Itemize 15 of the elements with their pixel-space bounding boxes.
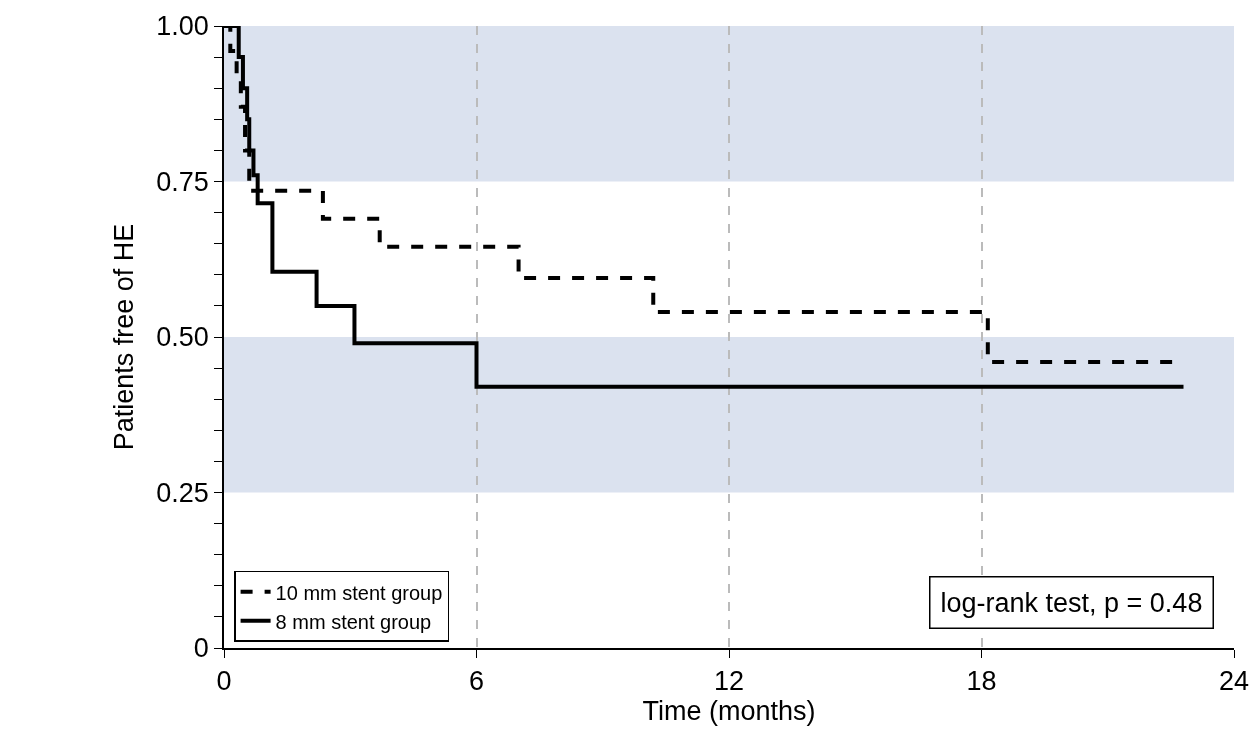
- legend-label: 8 mm stent group: [275, 610, 432, 633]
- y-tick-label: 0: [193, 633, 209, 664]
- x-tick-label: 6: [468, 666, 485, 697]
- y-tick-label: 1.00: [156, 11, 209, 42]
- y-tick-label: 0.50: [156, 322, 209, 353]
- y-axis-title: Patients free of HE: [108, 223, 139, 451]
- x-tick-label: 12: [713, 666, 745, 697]
- x-axis-title: Time (months): [642, 696, 816, 727]
- y-tick-label: 0.75: [156, 166, 209, 197]
- y-tick-label: 0.25: [156, 477, 209, 508]
- legend-label: 10 mm stent group: [275, 581, 443, 604]
- x-tick-label: 24: [1218, 666, 1250, 697]
- annotation: log-rank test, p = 0.48: [940, 587, 1203, 618]
- x-tick-label: 18: [966, 666, 997, 697]
- x-tick-label: 0: [216, 666, 232, 697]
